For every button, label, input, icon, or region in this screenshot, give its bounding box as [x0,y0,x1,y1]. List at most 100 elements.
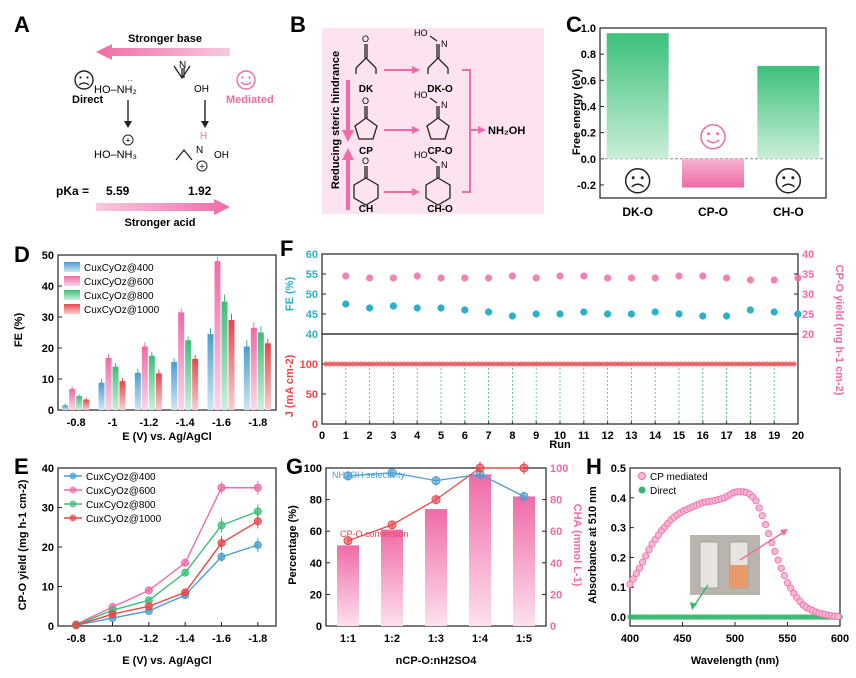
oxime-structure [173,65,191,80]
y-tick-label: 0.2 [581,128,596,140]
dk-o-structure [427,35,449,74]
current-point [541,361,548,367]
bar [606,33,669,159]
bar [214,261,221,410]
cp-mediated-point [783,579,792,587]
current-point [635,361,641,367]
face-mouth [706,139,720,144]
x-tick-label: -1.2 [139,417,158,429]
vial-arrow-green-head [690,602,697,610]
current-point [721,361,727,367]
current-point [401,361,407,367]
current-point [448,361,454,367]
current-point [643,361,649,367]
bar [250,327,257,410]
current-point [397,361,403,367]
panel-c-faces [624,124,802,194]
current-point [779,361,785,367]
data-point [519,491,529,501]
current-point [374,361,380,367]
current-point [557,361,563,367]
panel-letter-d: D [14,242,30,267]
legend-label: Direct [650,486,676,497]
run-tick-label: 3 [390,430,396,442]
x-tick-label: -1.8 [248,417,267,429]
sad-face-icon [775,168,802,194]
yield-point [437,274,445,282]
ch-o-n: N [441,160,448,170]
data-point [431,495,441,505]
panel-f-points [323,272,802,424]
current-point [576,361,583,367]
x-tick-label: 450 [673,633,691,645]
bar [69,388,76,410]
x-tick-label: DK-O [622,205,653,219]
y-tick-label: 0.0 [611,612,626,624]
stronger-acid-arrow [96,199,230,215]
cp-mediated-point [635,564,644,572]
vial-arrow-green [693,584,709,607]
x-tick-label: 600 [831,633,849,645]
fe-point [366,304,374,312]
bar [178,312,185,410]
mediated-h-atom: H [200,131,207,142]
fe-point [770,308,778,316]
panel-f: F FE (%) J (mA cm-2) CP-O yield (mg h-1 … [280,236,845,451]
y-tick-label: 30 [42,503,54,515]
cp-mediated-point [645,546,653,554]
data-point [181,558,190,567]
panel-h-points [626,488,843,621]
current-point [584,361,590,367]
panel-c-bars [606,33,820,188]
dk-o-ho: HO [414,28,428,38]
fe-point [723,312,731,320]
cp-arrow [384,126,420,134]
current-point [674,361,680,367]
x-tick-label: CH-O [773,205,804,219]
protonated-oxime [175,148,193,161]
current-point [549,361,555,367]
current-point [362,361,368,367]
y2-tick-label: 20 [550,589,562,601]
panel-h-xlabel: Wavelength (nm) [691,655,780,667]
current-point [623,361,629,367]
fe-point [651,308,659,316]
j-tick-label: 100 [300,359,318,371]
current-point [748,361,754,367]
run-tick-label: 13 [625,430,637,442]
current-point [467,361,473,367]
current-point [428,361,434,367]
bar [228,320,235,410]
current-point [463,361,469,367]
j-tick-label: 0 [312,419,318,431]
panel-g-ylabel-right: CHA (mmol L-1) [571,504,583,587]
run-tick-label: 0 [319,430,325,442]
data-point [72,621,81,630]
yield-point [508,272,516,280]
current-point [565,361,571,367]
current-point [717,361,723,367]
current-point [732,361,739,367]
bar [682,158,744,188]
yield-point [389,274,397,282]
current-point [783,361,789,367]
current-point [436,361,442,367]
current-point [385,361,391,367]
current-point [530,361,536,367]
run-tick-label: 17 [720,430,732,442]
legend-swatch [64,276,80,286]
ch-o-structure [425,157,451,206]
y-tick-label: 30 [42,312,54,324]
fe-tick-label: 50 [306,289,318,301]
fe-point [604,310,612,318]
current-point [639,361,645,367]
panel-d-axis: 0 10 20 30 40 50 -0.8 -1 -1.2 -1.4 -1.6 -1.8 [42,250,268,429]
run-tick-label: 8 [509,430,515,442]
y2-tick-label: 0 [550,621,556,633]
current-point [651,361,657,367]
y-tick-label: 50 [42,250,54,262]
y-tick-label: 100 [304,463,322,475]
panel-h-axis: 0.0 0.1 0.2 0.3 0.4 0.5 400 450 500 550 600 [611,463,849,645]
fe-tick-label: 60 [306,249,318,261]
mediated-label: Mediated [226,94,274,106]
